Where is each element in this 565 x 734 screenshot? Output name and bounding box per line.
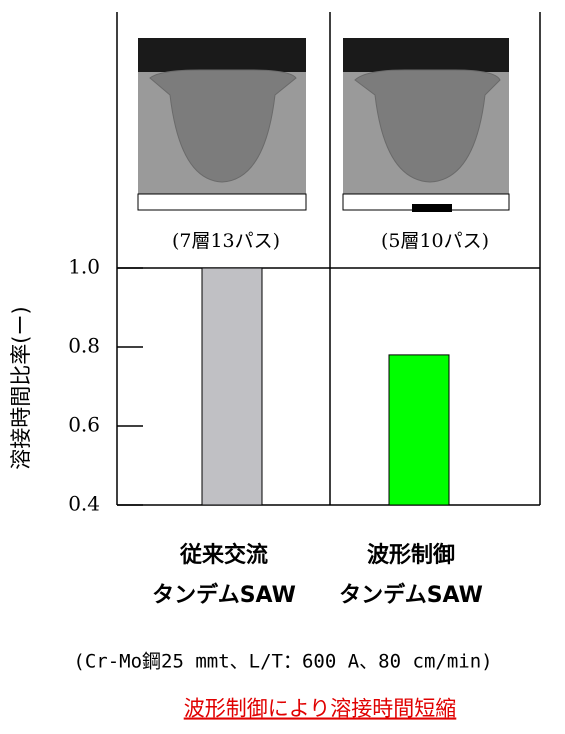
y-axis-title: 溶接時間比率(ー) bbox=[9, 306, 33, 469]
y-tick-label: 0.8 bbox=[68, 334, 100, 358]
y-tick-label: 0.4 bbox=[68, 492, 100, 516]
x-tick-label: タンデムSAW bbox=[339, 582, 483, 608]
caption: (7層13パス) bbox=[172, 230, 280, 252]
note: (Cr-Mo鋼25 mmt、L/T：600 A、80 cm/min) bbox=[73, 651, 492, 673]
conclusion: 波形制御により溶接時間短縮 bbox=[184, 697, 457, 721]
y-tick-label: 0.6 bbox=[68, 413, 100, 437]
bar bbox=[201, 267, 263, 506]
photo bbox=[342, 38, 510, 212]
caption: (5層10パス) bbox=[381, 230, 489, 252]
frame bbox=[116, 12, 541, 506]
photo bbox=[137, 38, 307, 211]
x-tick-label: 波形制御 bbox=[367, 542, 455, 568]
x-tick-label: タンデムSAW bbox=[152, 582, 296, 608]
bar bbox=[388, 354, 450, 506]
y-tick-label: 1.0 bbox=[68, 255, 100, 279]
x-tick-label: 従来交流 bbox=[179, 542, 268, 568]
